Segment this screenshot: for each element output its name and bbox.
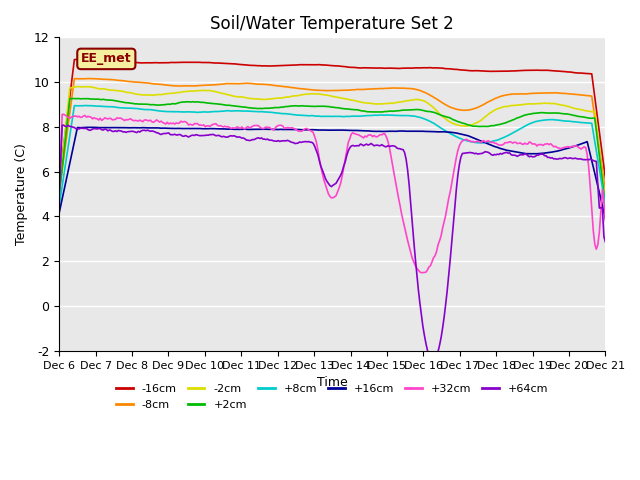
+2cm bbox=[247, 105, 255, 111]
Line: -16cm: -16cm bbox=[59, 60, 605, 182]
-8cm bbox=[238, 81, 246, 86]
-16cm bbox=[573, 70, 580, 76]
+8cm bbox=[55, 203, 63, 209]
+8cm bbox=[247, 108, 255, 114]
-8cm bbox=[220, 81, 227, 87]
+2cm bbox=[220, 102, 227, 108]
+64cm bbox=[602, 240, 609, 245]
Text: EE_met: EE_met bbox=[81, 52, 132, 65]
+8cm bbox=[296, 112, 303, 118]
+32cm bbox=[55, 189, 63, 195]
-2cm bbox=[124, 90, 131, 96]
-8cm bbox=[247, 81, 255, 86]
+32cm bbox=[417, 270, 425, 276]
-8cm bbox=[55, 190, 63, 195]
Line: +64cm: +64cm bbox=[59, 125, 605, 360]
-2cm bbox=[55, 187, 63, 193]
+2cm bbox=[124, 100, 131, 106]
X-axis label: Time: Time bbox=[317, 376, 348, 389]
Line: +16cm: +16cm bbox=[59, 127, 605, 218]
+32cm bbox=[124, 117, 131, 123]
+32cm bbox=[238, 124, 246, 130]
+8cm bbox=[573, 119, 580, 125]
Line: +2cm: +2cm bbox=[59, 98, 605, 206]
Title: Soil/Water Temperature Set 2: Soil/Water Temperature Set 2 bbox=[211, 15, 454, 33]
+16cm bbox=[87, 124, 95, 130]
Line: +32cm: +32cm bbox=[59, 114, 605, 273]
+16cm bbox=[573, 143, 580, 148]
+64cm bbox=[247, 137, 255, 143]
Line: -8cm: -8cm bbox=[59, 79, 605, 192]
-2cm bbox=[247, 96, 255, 101]
+32cm bbox=[247, 125, 255, 131]
+16cm bbox=[55, 210, 63, 216]
+2cm bbox=[55, 192, 63, 198]
+16cm bbox=[602, 216, 609, 221]
+2cm bbox=[602, 203, 609, 209]
+8cm bbox=[81, 103, 89, 108]
-8cm bbox=[296, 85, 303, 91]
+16cm bbox=[238, 126, 246, 132]
+64cm bbox=[574, 156, 582, 162]
Line: +8cm: +8cm bbox=[59, 106, 605, 206]
+32cm bbox=[574, 144, 582, 150]
+8cm bbox=[602, 203, 609, 209]
-16cm bbox=[55, 180, 63, 185]
-8cm bbox=[602, 188, 609, 194]
Y-axis label: Temperature (C): Temperature (C) bbox=[15, 143, 28, 245]
-16cm bbox=[602, 176, 609, 181]
+8cm bbox=[124, 105, 131, 111]
-16cm bbox=[124, 60, 131, 65]
-2cm bbox=[74, 84, 81, 89]
-16cm bbox=[74, 57, 81, 62]
+2cm bbox=[69, 96, 77, 101]
+16cm bbox=[220, 126, 227, 132]
-2cm bbox=[220, 91, 227, 96]
+32cm bbox=[220, 124, 227, 130]
+32cm bbox=[58, 111, 66, 117]
+64cm bbox=[238, 135, 246, 141]
+16cm bbox=[124, 125, 131, 131]
Legend: -16cm, -8cm, -2cm, +2cm, +8cm, +16cm, +32cm, +64cm: -16cm, -8cm, -2cm, +2cm, +8cm, +16cm, +3… bbox=[112, 380, 553, 414]
Line: -2cm: -2cm bbox=[59, 86, 605, 203]
-2cm bbox=[602, 200, 609, 205]
+32cm bbox=[296, 128, 303, 134]
-16cm bbox=[220, 60, 227, 66]
+2cm bbox=[238, 104, 246, 109]
+8cm bbox=[220, 108, 227, 114]
+8cm bbox=[238, 108, 246, 114]
+2cm bbox=[573, 113, 580, 119]
+64cm bbox=[124, 129, 131, 134]
-2cm bbox=[296, 92, 303, 98]
+32cm bbox=[602, 218, 609, 224]
+16cm bbox=[296, 127, 303, 132]
-8cm bbox=[86, 76, 93, 82]
+64cm bbox=[55, 194, 63, 200]
+64cm bbox=[429, 358, 437, 363]
+64cm bbox=[60, 122, 68, 128]
+64cm bbox=[296, 139, 303, 145]
-16cm bbox=[238, 62, 246, 68]
-8cm bbox=[573, 92, 580, 97]
-2cm bbox=[238, 94, 246, 100]
+2cm bbox=[296, 103, 303, 109]
-2cm bbox=[573, 106, 580, 112]
+64cm bbox=[220, 133, 227, 139]
-16cm bbox=[247, 62, 255, 68]
-8cm bbox=[124, 79, 131, 84]
-16cm bbox=[296, 62, 303, 68]
+16cm bbox=[247, 127, 255, 132]
